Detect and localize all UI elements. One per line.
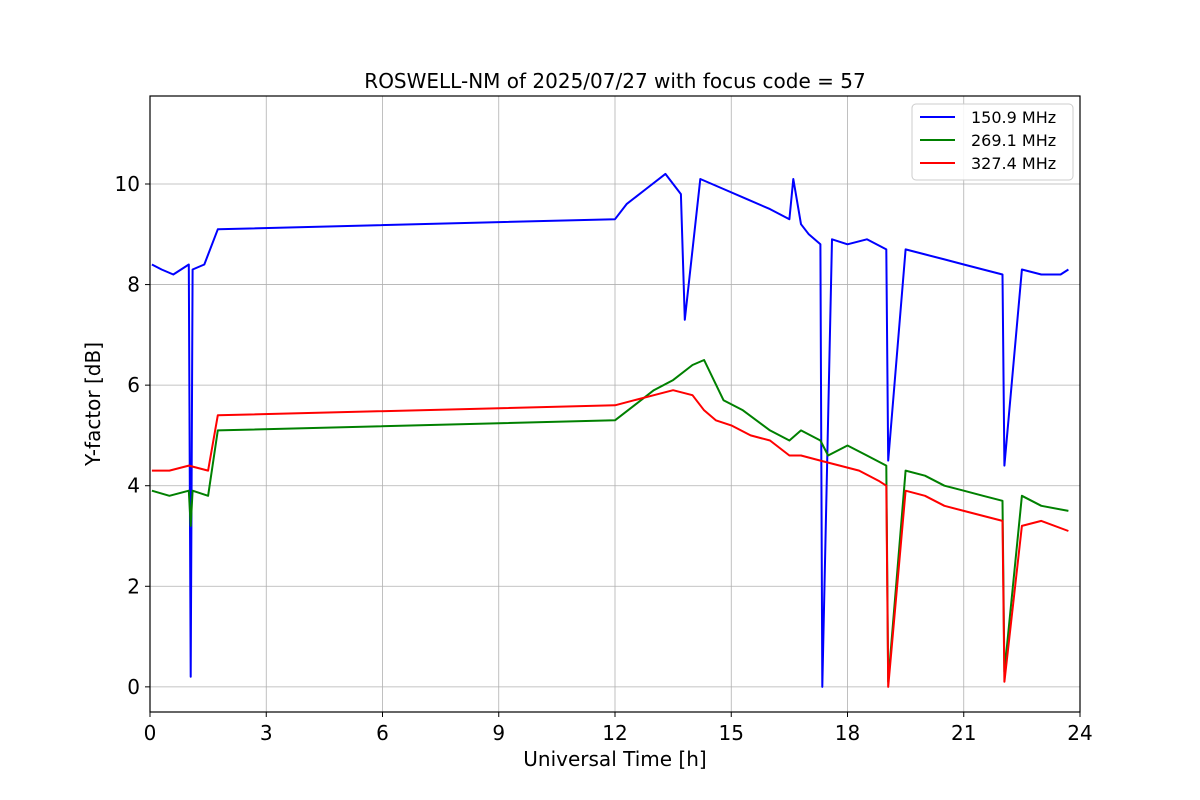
legend: 150.9 MHz 269.1 MHz 327.4 MHz [911,103,1074,181]
x-tick-label: 6 [376,721,389,745]
x-tick-label: 12 [602,721,627,745]
y-tick-label: 6 [127,373,140,397]
x-axis-label: Universal Time [h] [523,747,706,771]
x-tick-label: 18 [835,721,860,745]
x-tick-label: 24 [1067,721,1092,745]
series-line-150-9-mhz [151,172,1069,688]
series-line-269-1-mhz [151,359,1069,683]
x-tick-label: 21 [951,721,976,745]
x-tick-label: 0 [144,721,157,745]
legend-label-327-4: 327.4 MHz [971,154,1056,173]
y-tick-label: 8 [127,273,140,297]
series-line-327-4-mhz [151,389,1069,688]
series-layer [151,172,1069,688]
y-axis-label: Y-factor [dB] [81,342,105,467]
grid [149,96,1081,712]
y-tick-label: 0 [127,675,140,699]
legend-label-269-1: 269.1 MHz [971,131,1056,150]
legend-box [911,103,1074,181]
chart-title: ROSWELL-NM of 2025/07/27 with focus code… [364,69,865,93]
x-tick-label: 3 [260,721,273,745]
x-tick-label: 9 [492,721,505,745]
x-tick-label: 15 [719,721,744,745]
legend-label-150-9: 150.9 MHz [971,108,1056,127]
y-tick-label: 10 [115,172,140,196]
y-tick-label: 2 [127,574,140,598]
y-tick-label: 4 [127,474,140,498]
